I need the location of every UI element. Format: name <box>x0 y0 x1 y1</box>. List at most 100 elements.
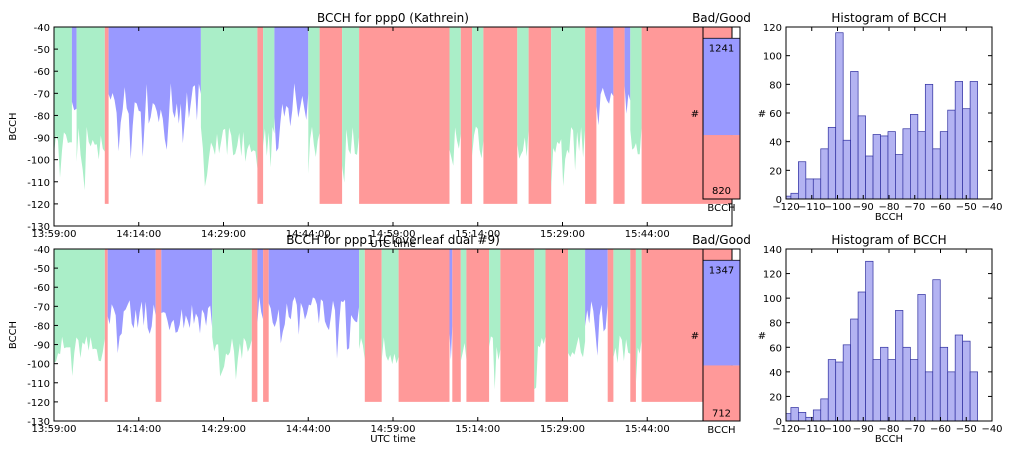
x-tick-label: 15:29:00 <box>540 229 585 240</box>
series-segment-green <box>472 27 484 159</box>
y-axis-label: BCCH <box>8 321 19 349</box>
y-axis-label: # <box>758 331 766 342</box>
bar-bad-label: 820 <box>712 186 731 197</box>
y-tick-label: -120 <box>27 398 50 409</box>
histogram-bar <box>842 344 851 422</box>
bar-good <box>703 260 740 366</box>
histogram-bar <box>857 291 866 422</box>
histogram-bar <box>917 294 926 422</box>
histogram-bar <box>969 81 978 200</box>
histogram-bar <box>827 359 837 422</box>
series-segment-bad <box>104 249 108 402</box>
y-axis-label: # <box>691 109 699 120</box>
series-segment-bad <box>585 27 597 204</box>
x-axis-label: BCCH <box>707 425 735 436</box>
series-segment-bad <box>452 249 461 402</box>
ppp1-timeseries-chart: -130 -120 -110 -100 -90 -80 -70 -60 -50 -40 13:59:… <box>8 233 733 445</box>
x-tick-label: −80 <box>878 202 899 213</box>
ppp1-bad-good-chart: 1347 712 Bad/Good BCCH # <box>691 233 751 436</box>
plot-frame <box>702 26 741 200</box>
histogram-bar <box>820 148 829 200</box>
bar-good-label: 1347 <box>709 265 734 276</box>
series-segment-good <box>161 249 213 334</box>
series-segment-bad <box>319 27 343 204</box>
series-segment-green <box>449 27 461 166</box>
histogram-bar <box>790 192 799 200</box>
y-tick-label: 80 <box>769 319 782 330</box>
series-segment-bad <box>528 27 552 204</box>
histogram-bar <box>842 139 851 200</box>
series-segment-bad <box>545 249 569 402</box>
x-tick-label: −120 <box>772 202 799 213</box>
y-tick-label: 100 <box>763 52 782 63</box>
y-tick-label: -90 <box>34 341 50 352</box>
histogram-bar <box>798 161 807 200</box>
x-tick-label: 15:14:00 <box>455 229 500 240</box>
plot-frame <box>702 248 741 422</box>
x-tick-label: −40 <box>981 424 1002 435</box>
bar-bad <box>703 365 740 421</box>
histogram-bar <box>790 407 799 422</box>
y-tick-label: -90 <box>34 134 50 145</box>
series-segment-green <box>381 249 399 365</box>
x-tick-label: 14:59:00 <box>371 229 416 240</box>
bar-bad <box>703 135 740 199</box>
series-segment-green <box>76 27 105 191</box>
y-tick-label: -40 <box>34 23 50 34</box>
histogram-bar <box>887 131 896 200</box>
y-tick-label: -110 <box>27 379 50 390</box>
x-tick-label: −90 <box>853 202 874 213</box>
series-segment-bad <box>398 249 450 402</box>
series-segment-green <box>568 249 586 358</box>
series-segment-good <box>449 249 453 360</box>
y-axis-label: # <box>691 331 699 342</box>
x-tick-label: 14:14:00 <box>116 424 161 435</box>
y-tick-label: -120 <box>27 200 50 211</box>
y-tick-label: -60 <box>34 283 50 294</box>
histogram-bar <box>932 279 941 422</box>
series-segment-green <box>534 249 546 390</box>
chart-title: Bad/Good <box>692 233 751 247</box>
x-tick-label: −110 <box>798 424 825 435</box>
series-segment-green <box>635 249 642 384</box>
series-segment-bad <box>364 249 382 402</box>
histogram-bar <box>785 413 792 422</box>
ppp0-bad-good-chart: 1241 820 Bad/Good BCCH # <box>691 11 751 214</box>
y-tick-label: -100 <box>27 156 50 167</box>
y-tick-label: -100 <box>27 360 50 371</box>
histogram-bar <box>954 81 963 200</box>
histogram-bar <box>962 340 971 422</box>
histogram-bar <box>820 398 829 422</box>
histogram-bar <box>850 318 859 422</box>
x-tick-label: −120 <box>772 424 799 435</box>
histogram-bar <box>939 131 949 200</box>
bar-good-label: 1241 <box>709 43 734 54</box>
series-segment-good <box>108 27 201 160</box>
y-tick-label: -70 <box>34 89 50 100</box>
x-tick-label: 14:29:00 <box>201 229 246 240</box>
chart-title: Histogram of BCCH <box>831 233 946 247</box>
series-segment-green <box>630 27 642 155</box>
series-segment-bad <box>613 27 625 204</box>
series-segment-bad <box>460 27 473 204</box>
histogram-bar <box>827 126 837 200</box>
histogram-bar <box>880 346 889 422</box>
series-segment-bad <box>500 249 535 402</box>
x-axis-label: UTC time <box>370 434 416 445</box>
chart-title: BCCH for ppp1 (Cloverleaf dual #9) <box>286 233 500 247</box>
y-tick-label: -60 <box>34 67 50 78</box>
bar-good <box>703 38 740 136</box>
y-tick-label: -130 <box>27 222 50 233</box>
x-tick-label: −40 <box>981 202 1002 213</box>
series-segment-green <box>54 27 72 178</box>
y-tick-label: 20 <box>769 166 782 177</box>
series-segment-bad <box>630 249 636 402</box>
y-tick-label: 60 <box>769 343 782 354</box>
x-tick-label: 15:44:00 <box>625 229 670 240</box>
series-segment-bad <box>359 27 450 204</box>
histogram-bar <box>872 134 881 200</box>
x-tick-label: −110 <box>798 202 825 213</box>
x-tick-label: −60 <box>930 202 951 213</box>
histogram-bar <box>887 359 896 422</box>
series-segment-bad <box>483 27 518 204</box>
